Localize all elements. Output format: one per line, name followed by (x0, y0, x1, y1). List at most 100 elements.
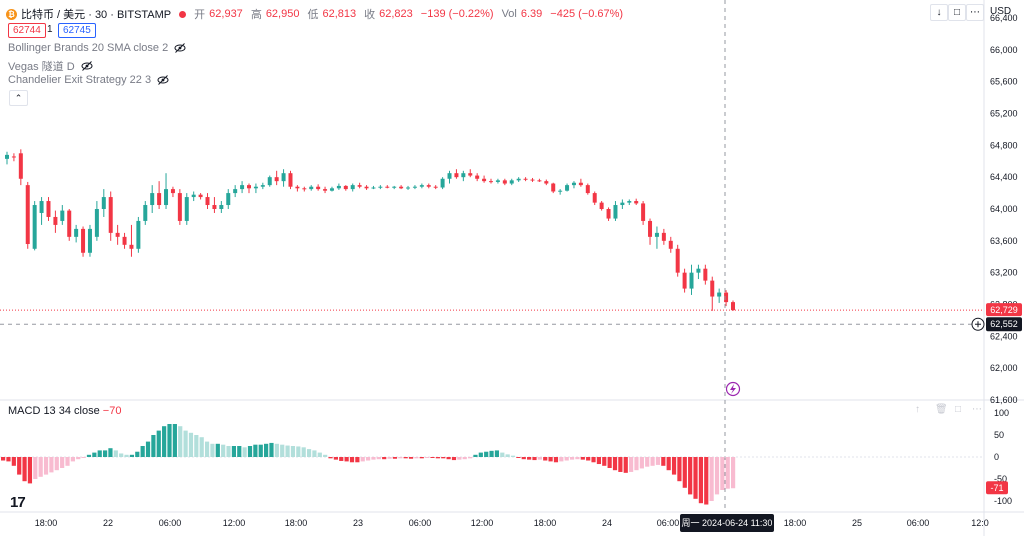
candle-body (18, 153, 23, 179)
more-options-button[interactable]: ⋯ (966, 4, 984, 21)
delete-pane-icon[interactable]: 🗑 (935, 404, 948, 415)
candle (198, 193, 203, 200)
macd-histogram-bar (666, 457, 671, 471)
candle (447, 170, 452, 184)
tradingview-logo[interactable]: 17 (10, 494, 26, 511)
macd-histogram-bar (231, 446, 237, 457)
macd-histogram-bar (6, 457, 11, 462)
market-status-dot-icon (179, 10, 187, 18)
symbol-title[interactable]: 比特币 / 美元 · 30 · BITSTAMP (21, 9, 172, 21)
macd-histogram-bar (489, 450, 494, 457)
candle (115, 224, 120, 245)
macd-histogram-bar (553, 457, 559, 463)
indicator-bollinger[interactable]: Bollinger Brands 20 SMA close 2 (8, 42, 186, 54)
candle-body (592, 193, 597, 203)
indicator-chandelier[interactable]: Chandelier Exit Strategy 22 3 (8, 74, 169, 86)
macd-histogram-bar (457, 457, 462, 460)
macd-histogram-bar (296, 446, 301, 457)
macd-histogram-bar (403, 457, 408, 459)
macd-histogram-bar (301, 447, 306, 457)
candle (81, 226, 86, 257)
fullscreen-button[interactable]: □ (948, 4, 966, 21)
macd-label: MACD 13 34 close (8, 405, 100, 417)
candle-body (475, 175, 480, 179)
macd-histogram-bar (591, 457, 596, 463)
macd-histogram-bar (698, 457, 703, 504)
candle (316, 184, 321, 191)
macd-axis-value-label: -71 (990, 483, 1003, 493)
macd-histogram-bar (387, 457, 392, 459)
candle-body (668, 240, 673, 249)
time-axis-tick: 12:00 (471, 518, 494, 528)
sell-button[interactable]: 62744 (8, 23, 46, 38)
candle (74, 224, 79, 243)
macd-histogram-bar (253, 444, 258, 457)
candle-body (578, 182, 583, 186)
pane-options-icon[interactable]: ⋯ (972, 404, 982, 415)
candle-body (489, 181, 493, 183)
buy-button[interactable]: 62745 (58, 23, 96, 38)
candle-body (143, 205, 148, 221)
indicator-vegas[interactable]: Vegas 隧道 D (8, 58, 93, 74)
macd-histogram-bar (285, 445, 290, 457)
macd-histogram-bar (527, 457, 532, 460)
candle-body (267, 177, 272, 186)
ohlc-high-label: 高 (250, 9, 262, 21)
candle-body (447, 173, 452, 179)
candle (419, 183, 424, 189)
price-axis-tick: 64,400 (990, 172, 1018, 182)
macd-histogram-bar (204, 441, 210, 457)
currency-selector[interactable]: USD (990, 6, 1012, 17)
order-quantity[interactable]: 1 (47, 24, 53, 35)
candle (502, 178, 507, 186)
macd-histogram-bar (210, 443, 215, 457)
candle-body (661, 232, 666, 241)
scroll-down-button[interactable]: ↓ (930, 4, 948, 21)
macd-histogram-bar (221, 444, 226, 457)
macd-histogram-bar (521, 457, 526, 460)
maximize-pane-icon[interactable]: □ (955, 404, 962, 415)
candle (364, 185, 369, 190)
macd-histogram-bar (162, 426, 167, 457)
eye-slash-icon[interactable] (157, 74, 169, 86)
macd-histogram-bar (167, 424, 172, 457)
eye-slash-icon[interactable] (174, 42, 186, 54)
macd-histogram-bar (156, 430, 161, 457)
macd-histogram-bar (376, 457, 381, 460)
candle-body (302, 188, 307, 190)
macd-histogram-bar (677, 457, 682, 482)
macd-histogram-bar (188, 432, 194, 457)
candle (177, 189, 182, 225)
macd-axis-tick: 100 (994, 408, 1009, 418)
candle (648, 218, 653, 245)
macd-histogram-bar (323, 454, 328, 457)
crosshair-time-label: 周一 2024-06-24 11:30 (682, 518, 773, 528)
candle-body (226, 193, 231, 206)
macd-axis-tick: -50 (994, 474, 1007, 484)
macd-histogram-bar (129, 454, 135, 457)
macd-histogram-bar (408, 457, 414, 459)
macd-histogram-bar (38, 457, 43, 477)
candle-body (717, 292, 722, 297)
candle-body (281, 173, 286, 182)
candle-body (288, 173, 293, 187)
candle-body (350, 185, 355, 190)
price-axis-tick: 61,600 (990, 395, 1018, 405)
price-axis-tick: 63,600 (990, 236, 1018, 246)
macd-histogram-bar (425, 457, 430, 458)
eye-slash-icon[interactable] (81, 60, 93, 72)
candle (39, 197, 44, 225)
candle-body (316, 186, 321, 190)
move-pane-up-icon[interactable]: ↑ (915, 404, 920, 415)
candle (323, 186, 328, 194)
candle (143, 201, 148, 225)
macd-axis-tick: 50 (994, 430, 1004, 440)
macd-histogram-bar (516, 457, 521, 458)
macd-histogram-bar (602, 457, 607, 466)
macd-histogram-bar (693, 457, 698, 499)
macd-histogram-bar (60, 457, 65, 468)
collapse-legend-button[interactable]: ⌃ (9, 90, 28, 106)
candle (516, 177, 521, 182)
candle-body (170, 189, 175, 194)
